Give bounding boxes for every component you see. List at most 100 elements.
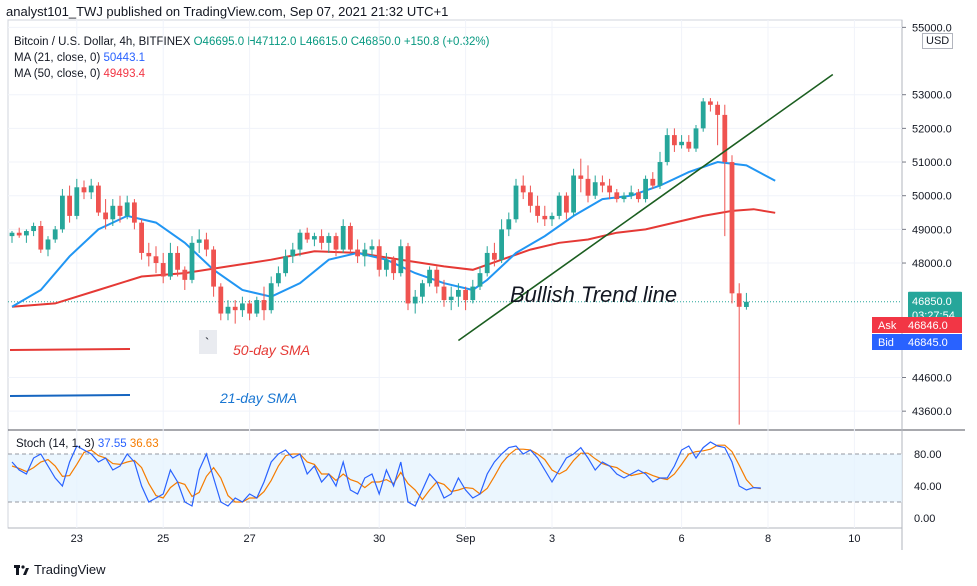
candle (499, 219, 504, 264)
candle (592, 175, 598, 200)
candle-body (434, 269, 440, 287)
candle-body (672, 135, 677, 146)
time-tick-label: 30 (373, 533, 385, 545)
candle-body (650, 178, 656, 186)
candle-body (45, 239, 51, 250)
stoch-legend: Stoch (14, 1, 3) 37.55 36.63 (16, 438, 159, 450)
candle (225, 300, 231, 321)
candle-body (492, 252, 497, 260)
candle (391, 256, 396, 280)
candle-body (484, 252, 490, 274)
price-tick-label: 50000.0 (912, 191, 952, 203)
candle-body (81, 187, 87, 193)
candle-body (124, 202, 130, 216)
candle-body (218, 286, 224, 314)
stoch-d-value: 36.63 (129, 438, 159, 450)
candle-body (398, 246, 404, 274)
price-tick-label: 51000.0 (912, 157, 952, 169)
candle-body (290, 249, 296, 257)
candle-body (326, 236, 332, 243)
candle (614, 188, 620, 203)
candle (290, 242, 296, 264)
candle-body (542, 215, 548, 220)
candle (67, 185, 72, 223)
candle-body (384, 259, 389, 270)
candle (621, 192, 627, 203)
candle (434, 266, 440, 294)
candle (132, 199, 137, 230)
candle-body (52, 229, 58, 240)
high-value: H47112.0 (247, 36, 297, 48)
annotations-layer: Bullish Trend line 50-day SMA 21-day SMA ` (9, 282, 677, 406)
candle-body (744, 301, 749, 307)
time-tick-label: 27 (243, 533, 255, 545)
candle (153, 246, 159, 274)
symbol-title: Bitcoin / U.S. Dollar, 4h, BITFINEX (14, 36, 191, 48)
candle (679, 135, 684, 149)
candle (484, 246, 490, 277)
candle-body (686, 141, 692, 149)
candle-body (254, 300, 260, 314)
candle-body (153, 256, 159, 264)
stoch-d-line (11, 444, 761, 503)
candle-body (276, 273, 281, 284)
bid-label: Bid (878, 337, 894, 349)
ask-label: Ask (878, 320, 897, 332)
candle (326, 232, 332, 253)
currency-badge[interactable]: USD (922, 33, 954, 49)
stoch-k-line (11, 441, 761, 507)
candle (700, 98, 706, 132)
candle-body (722, 114, 728, 163)
sma21-label: 21-day SMA (219, 390, 297, 406)
candle (650, 172, 656, 189)
time-tick-label: 23 (71, 533, 83, 545)
candle-body (636, 192, 641, 200)
candle-body (117, 205, 123, 216)
candle-body (708, 101, 713, 105)
candle (312, 232, 317, 247)
candle (672, 128, 677, 152)
price-tick-label: 53000.0 (912, 90, 952, 102)
bid-value: 46845.0 (908, 337, 948, 349)
candle (736, 283, 742, 425)
candle-body (405, 246, 411, 304)
candle (628, 185, 634, 200)
candle-body (362, 249, 368, 257)
candle (139, 219, 144, 260)
candle (283, 249, 288, 277)
candle-body (369, 246, 375, 250)
candle-body (348, 226, 353, 250)
candle (24, 229, 29, 243)
symbol-legend: Bitcoin / U.S. Dollar, 4h, BITFINEX O466… (14, 34, 489, 82)
candle-body (621, 195, 627, 200)
legend-line-sma21 (9, 394, 131, 397)
footer-brand[interactable]: TradingView (14, 562, 106, 577)
candle-body (448, 296, 454, 301)
candles-layer (9, 98, 749, 425)
candle (9, 231, 15, 243)
candle-body (168, 252, 173, 277)
candle (261, 286, 267, 321)
candle (405, 242, 411, 311)
axis-layer: 55000.0 53000.0 52000.0 51000.0 50000.0 49000… (71, 22, 962, 545)
candle (117, 195, 123, 223)
candle (722, 104, 728, 237)
candle (369, 239, 375, 257)
candle (38, 220, 44, 253)
candle-body (420, 283, 425, 297)
trend-line-label: Bullish Trend line (510, 282, 677, 307)
candle (110, 199, 116, 226)
candle (564, 192, 569, 220)
time-tick-label: 25 (157, 533, 169, 545)
candle (355, 239, 360, 264)
candle-body (556, 195, 562, 216)
candle (693, 125, 699, 152)
candle (607, 178, 612, 200)
candle (542, 205, 548, 226)
candle-body (585, 178, 591, 196)
candle-body (376, 246, 382, 270)
candle (160, 252, 166, 284)
candle (412, 289, 418, 314)
candle-body (261, 300, 267, 311)
